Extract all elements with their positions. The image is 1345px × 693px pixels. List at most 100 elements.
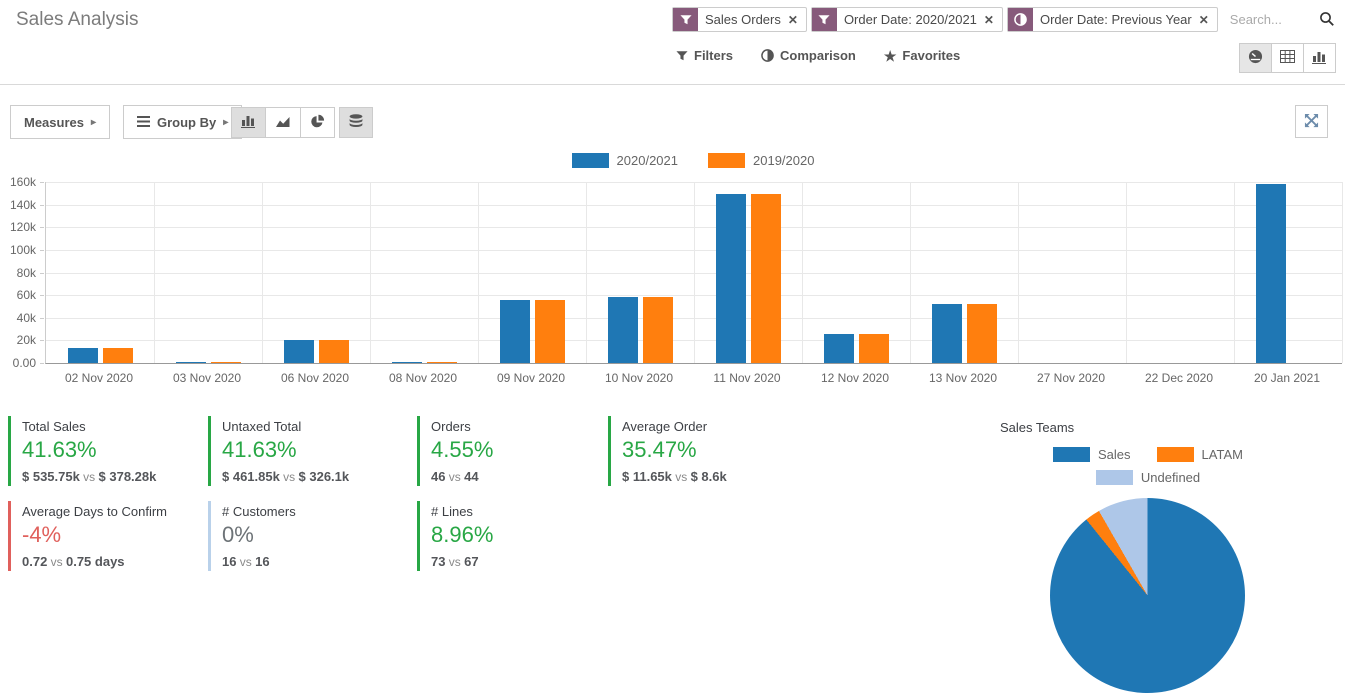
bar-2020-2021[interactable] <box>391 362 422 363</box>
kpi-value: 41.63% <box>22 437 97 462</box>
bar-chart-icon <box>241 114 256 131</box>
kpi-card-total-sales[interactable]: Total Sales 41.63% $ 535.75k vs $ 378.28k <box>8 416 198 486</box>
chart-type-pie-button[interactable] <box>300 107 335 138</box>
chart-icon <box>1312 50 1327 67</box>
search-icon[interactable] <box>1319 11 1335 32</box>
legend-swatch <box>571 153 609 168</box>
sales-teams-pie-chart[interactable] <box>1050 498 1245 693</box>
kpi-current-value: $ 535.75k <box>22 469 80 484</box>
chart-type-bar-button[interactable] <box>231 107 266 138</box>
search-input[interactable] <box>1227 11 1345 28</box>
kpi-card-orders[interactable]: Orders 4.55% 46 vs 44 <box>417 416 607 486</box>
bar-2020-2021[interactable] <box>607 297 638 363</box>
bar-2020-2021[interactable] <box>1255 184 1286 363</box>
kpi-card--customers[interactable]: # Customers 0% 16 vs 16 <box>208 501 398 571</box>
bar-2020-2021[interactable] <box>931 304 962 363</box>
kpi-card-average-days-to-confirm[interactable]: Average Days to Confirm -4% 0.72 vs 0.75 d… <box>8 501 198 571</box>
view-switch-dashboard[interactable] <box>1239 43 1272 73</box>
kpi-previous-value: $ 378.28k <box>98 469 157 484</box>
search-bar[interactable]: Sales Orders ✕ Order Date: 2020/2021 ✕ Order… <box>672 7 1345 32</box>
kpi-vs-label: vs <box>671 470 691 484</box>
chart-type-line-button[interactable] <box>265 107 301 138</box>
x-axis-labels: 02 Nov 2020 03 Nov 2020 06 Nov 2020 08 Nov … <box>45 371 1341 385</box>
bar-chart-legend: 2020/2021 2019/2020 <box>45 153 1341 168</box>
legend-swatch <box>1053 447 1091 462</box>
header-divider <box>0 84 1345 85</box>
kpi-previous-value: 16 <box>255 554 270 569</box>
bar-2020-2021[interactable] <box>67 348 98 363</box>
kpi-previous-value: 0.75 days <box>65 554 125 569</box>
bar-2019-2020[interactable] <box>426 362 457 363</box>
kpi-comparison: $ 11.65k vs $ 8.6k <box>622 469 798 484</box>
gridline <box>586 182 587 363</box>
kpi-title: Average Order <box>622 419 708 434</box>
bar-2019-2020[interactable] <box>534 299 565 363</box>
kpi-current-value: 46 <box>431 469 446 484</box>
pie-chart-legend: Sales LATAM Undefined <box>1018 447 1278 485</box>
comparison-icon <box>761 49 774 62</box>
bar-2019-2020[interactable] <box>318 340 349 363</box>
bar-2020-2021[interactable] <box>175 361 206 363</box>
kpi-card-average-order[interactable]: Average Order 35.47% $ 11.65k vs $ 8.6k <box>608 416 798 486</box>
legend-item: Undefined <box>1095 470 1200 485</box>
bar-group <box>370 182 478 363</box>
bar-2019-2020[interactable] <box>210 361 241 363</box>
kpi-card-untaxed-total[interactable]: Untaxed Total 41.63% $ 461.85k vs $ 326.1k <box>208 416 398 486</box>
group-by-button[interactable]: Group By ▸ <box>123 105 243 139</box>
kpi-title: Orders <box>431 419 471 434</box>
expand-arrows-icon <box>1304 113 1319 131</box>
y-tick-mark <box>40 227 44 229</box>
legend-label: 2019/2020 <box>753 153 815 168</box>
x-tick-label: 09 Nov 2020 <box>496 371 566 385</box>
facet-label: Sales Orders <box>705 12 781 27</box>
bar-2019-2020[interactable] <box>102 348 133 363</box>
y-tick-mark <box>40 295 44 297</box>
x-tick-label: 27 Nov 2020 <box>1036 371 1106 385</box>
bar-2020-2021[interactable] <box>823 333 854 363</box>
bar-2020-2021[interactable] <box>499 299 530 363</box>
view-switch-graph[interactable] <box>1303 43 1336 73</box>
gridline <box>478 182 479 363</box>
gridline <box>910 182 911 363</box>
bar-2020-2021[interactable] <box>283 340 314 363</box>
kpi-previous-value: $ 8.6k <box>690 469 727 484</box>
expand-fullscreen-button[interactable] <box>1295 105 1328 138</box>
measures-button[interactable]: Measures ▸ <box>10 105 111 139</box>
kpi-comparison: $ 461.85k vs $ 326.1k <box>222 469 398 484</box>
y-tick-mark <box>40 272 44 274</box>
kpi-vs-label: vs <box>236 555 256 569</box>
kpi-comparison: 16 vs 16 <box>222 554 398 569</box>
menu-filters[interactable]: Filters <box>676 48 733 63</box>
bar-2019-2020[interactable] <box>642 297 673 363</box>
bar-2019-2020[interactable] <box>750 194 781 363</box>
y-tick-mark <box>40 317 44 319</box>
facet-remove-icon[interactable]: ✕ <box>983 12 994 27</box>
gridline <box>694 182 695 363</box>
menu-comparison[interactable]: Comparison <box>761 48 856 63</box>
bar-2019-2020[interactable] <box>858 333 889 363</box>
bar-group <box>46 182 154 363</box>
bar-group <box>154 182 262 363</box>
view-switch-list[interactable] <box>1271 43 1304 73</box>
gridline <box>370 182 371 363</box>
kpi-card--lines[interactable]: # Lines 8.96% 73 vs 67 <box>417 501 607 571</box>
sales-analysis-page: { "header": { "title": "Sales Analysis",… <box>0 7 1345 693</box>
facet-remove-icon[interactable]: ✕ <box>1198 12 1209 27</box>
stacked-toggle-button[interactable] <box>339 107 373 138</box>
facet-remove-icon[interactable]: ✕ <box>787 12 798 27</box>
bar-2019-2020[interactable] <box>966 304 997 363</box>
kpi-title: Average Days to Confirm <box>22 504 167 519</box>
menu-label: Favorites <box>902 48 961 63</box>
bar-group <box>1234 182 1342 363</box>
kpi-current-value: 73 <box>431 554 446 569</box>
bar-2020-2021[interactable] <box>715 194 746 363</box>
kpi-previous-value: 44 <box>464 469 479 484</box>
kpi-vs-label: vs <box>47 555 66 569</box>
y-tick-label: 40k <box>16 310 36 325</box>
kpi-comparison: 46 vs 44 <box>431 469 607 484</box>
menu-favorites[interactable]: ★ Favorites <box>884 48 960 63</box>
x-tick-label: 02 Nov 2020 <box>64 371 134 385</box>
x-tick-label: 06 Nov 2020 <box>280 371 350 385</box>
kpi-current-value: $ 461.85k <box>222 469 280 484</box>
y-tick-label: 100k <box>9 242 36 257</box>
